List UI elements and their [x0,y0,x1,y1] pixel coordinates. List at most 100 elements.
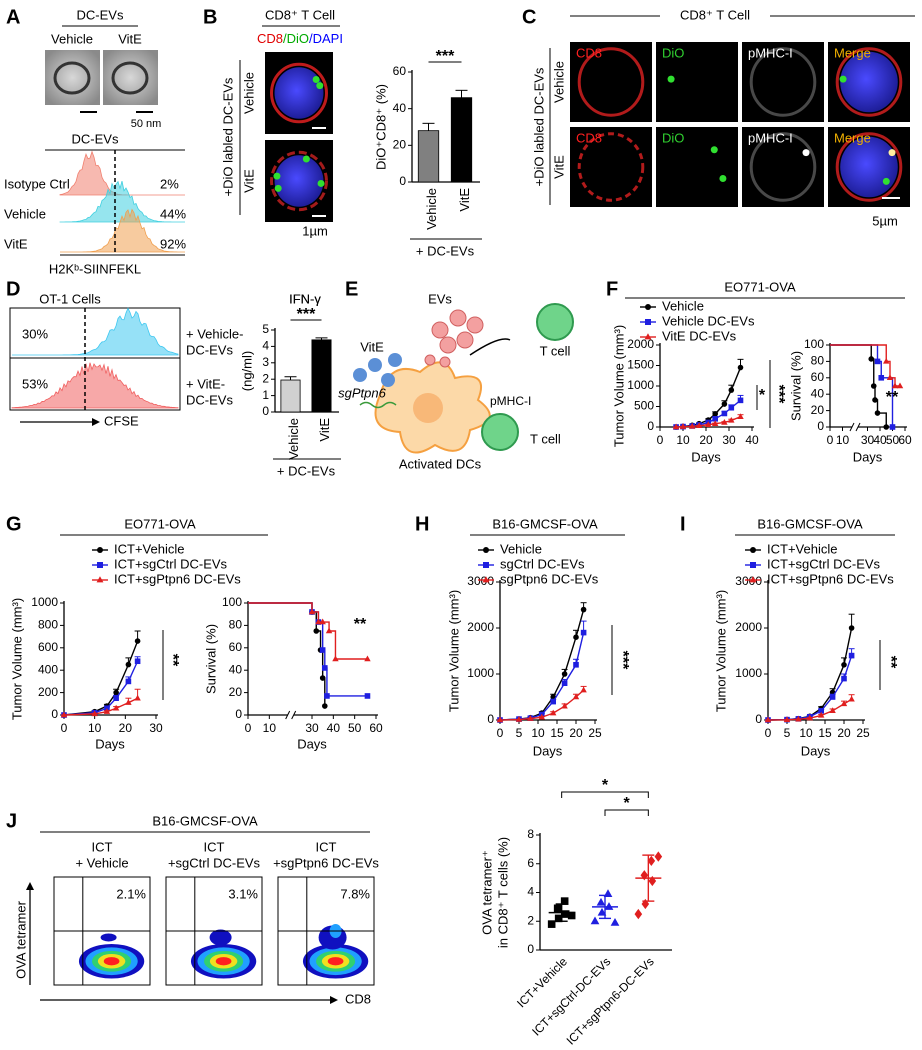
histogram [11,362,179,409]
x-axis-label: + DC-EVs [416,243,475,258]
marker [332,655,339,662]
marker [872,397,878,403]
y-tick-label: 0 [235,707,242,721]
significance: *** [614,651,631,670]
membrane [270,62,328,124]
membrane [577,132,645,202]
x-tick-label: 0 [657,433,664,447]
y-tick-label: 5 [262,322,269,336]
marker [817,711,825,718]
series-line [499,609,585,721]
marker [654,851,663,862]
marker [483,547,489,553]
x-tick-label: 30 [722,433,736,447]
axis-break-gap [852,425,858,430]
significance: ** [354,616,367,633]
y-axis-label: Survival (%) [788,351,803,421]
facs-density [215,957,232,966]
y-tick-label: 0 [262,404,269,418]
panel-label: E [345,278,358,300]
marker [319,618,326,625]
y-tick-label: 2 [262,371,269,385]
panel-label: J [6,810,17,832]
y-tick-label: 20 [393,138,407,152]
marker [125,699,132,705]
y-axis-label: in CD8⁺ T cells (%) [495,837,510,948]
bar [450,97,473,183]
x-tick-label: 20 [119,721,133,735]
y-tick-label: 1000 [31,595,58,609]
panel-label: A [6,6,20,28]
marker [841,662,847,668]
y-tick-label: 4 [262,339,269,353]
histogram [59,180,186,223]
diagram-label: Activated DCs [399,456,482,471]
y-tick-label: 1500 [627,358,654,372]
y-axis-label: Survival (%) [203,624,218,694]
scale-label: 5µm [872,213,898,228]
marker [647,855,656,867]
bar [280,379,301,413]
percent-label: 7.8% [340,886,370,901]
image-label: Vehicle [51,31,93,46]
marker [567,911,576,920]
marker [728,387,735,393]
panel-title: B16-GMCSF-OVA [152,813,258,828]
bar [311,339,332,413]
axis-break [291,710,297,720]
sig-bracket [561,791,649,798]
vesicle [882,177,890,185]
x-tick-label: 40 [327,721,341,735]
marker [125,678,132,685]
marker [134,638,141,644]
y-tick-label: 60 [811,370,825,384]
marker [596,897,606,906]
vesicle [111,61,149,95]
marker [645,304,651,310]
panel-label: F [606,278,618,300]
y-tick-label: 0 [647,419,654,433]
y-tick-label: 400 [38,662,58,676]
legend-label: Vehicle [500,541,542,556]
y-tick-label: 600 [38,640,58,654]
sig-bracket [604,809,649,816]
marker [113,695,119,701]
row-label: Vehicle [4,206,46,221]
channel-label: pMHC-I [748,130,793,145]
x-axis-label: Days [297,736,327,751]
channel-label: DiO [662,130,684,145]
marker [573,634,579,640]
x-tick-label: 30 [305,721,319,735]
y-tick-label: 8 [527,827,534,841]
x-tick-label: 0 [497,726,504,740]
vesicle [839,75,847,83]
side-label: +DiO labled DC-EVs [220,77,235,196]
marker [597,907,607,916]
x-axis-label: Days [853,449,883,464]
x-tick-label: 60 [369,721,383,735]
marker [737,413,744,419]
ev [439,336,457,354]
legend-label: VitE DC-EVs [662,328,737,343]
percent-label: 2% [160,176,179,191]
membrane [270,150,328,212]
ev [466,316,484,334]
legend-label: ICT+sgCtrl DC-EVs [767,556,881,571]
vesicle [888,149,896,157]
channel-label: pMHC-I [748,45,793,60]
stain-label: CD8/DiO/DAPI [257,31,343,46]
x-tick-label: Vehicle [424,188,439,230]
vesicle [53,61,91,95]
marker [695,422,703,429]
marker [496,716,504,723]
x-tick-label: 0 [245,721,252,735]
x-tick-label: 20 [569,726,583,740]
x-tick-label: 10 [88,721,102,735]
x-axis-label: + DC-EVs [277,463,336,478]
scale-label: 1µm [302,223,328,238]
panel-label: C [522,6,536,28]
significance: *** [297,306,316,323]
ev [456,331,474,349]
panel-title: CD8⁺ T Cell [265,7,335,22]
x-tick-label: 25 [856,726,870,740]
